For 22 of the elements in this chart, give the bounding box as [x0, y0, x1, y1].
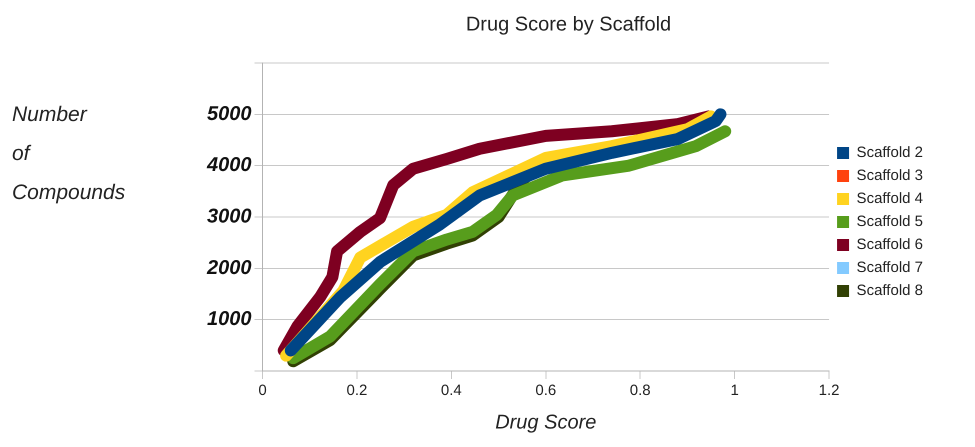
y-axis-title: Number of Compounds [12, 102, 126, 206]
x-tick-label: 0.4 [440, 382, 462, 400]
y-tick-label: 5000 [206, 102, 252, 125]
legend-label: Scaffold 2 [856, 144, 924, 162]
legend-label: Scaffold 7 [856, 259, 924, 276]
x-tick-label: 1 [730, 382, 739, 400]
legend-label: Scaffold 6 [856, 236, 924, 254]
y-tick-label: 1000 [206, 308, 252, 330]
x-tick-label: 0.8 [630, 382, 651, 400]
y-tick-label: 4000 [206, 154, 252, 176]
legend-label: Scaffold 8 [856, 282, 924, 300]
x-tick-label: 1.2 [818, 382, 840, 400]
legend-label: Scaffold 4 [856, 190, 924, 208]
x-tick-label: 0.2 [346, 382, 368, 400]
legend-label: Scaffold 5 [856, 213, 924, 230]
x-axis-title: Drug Score [495, 412, 596, 434]
y-tick-label: 3000 [206, 206, 252, 228]
x-tick-label: 0.6 [535, 382, 556, 400]
chart-title: Drug Score by Scaffold [466, 14, 672, 36]
x-tick-label: 0 [258, 382, 267, 400]
legend-label: Scaffold 3 [856, 167, 924, 184]
y-tick-label: 2000 [206, 256, 252, 279]
